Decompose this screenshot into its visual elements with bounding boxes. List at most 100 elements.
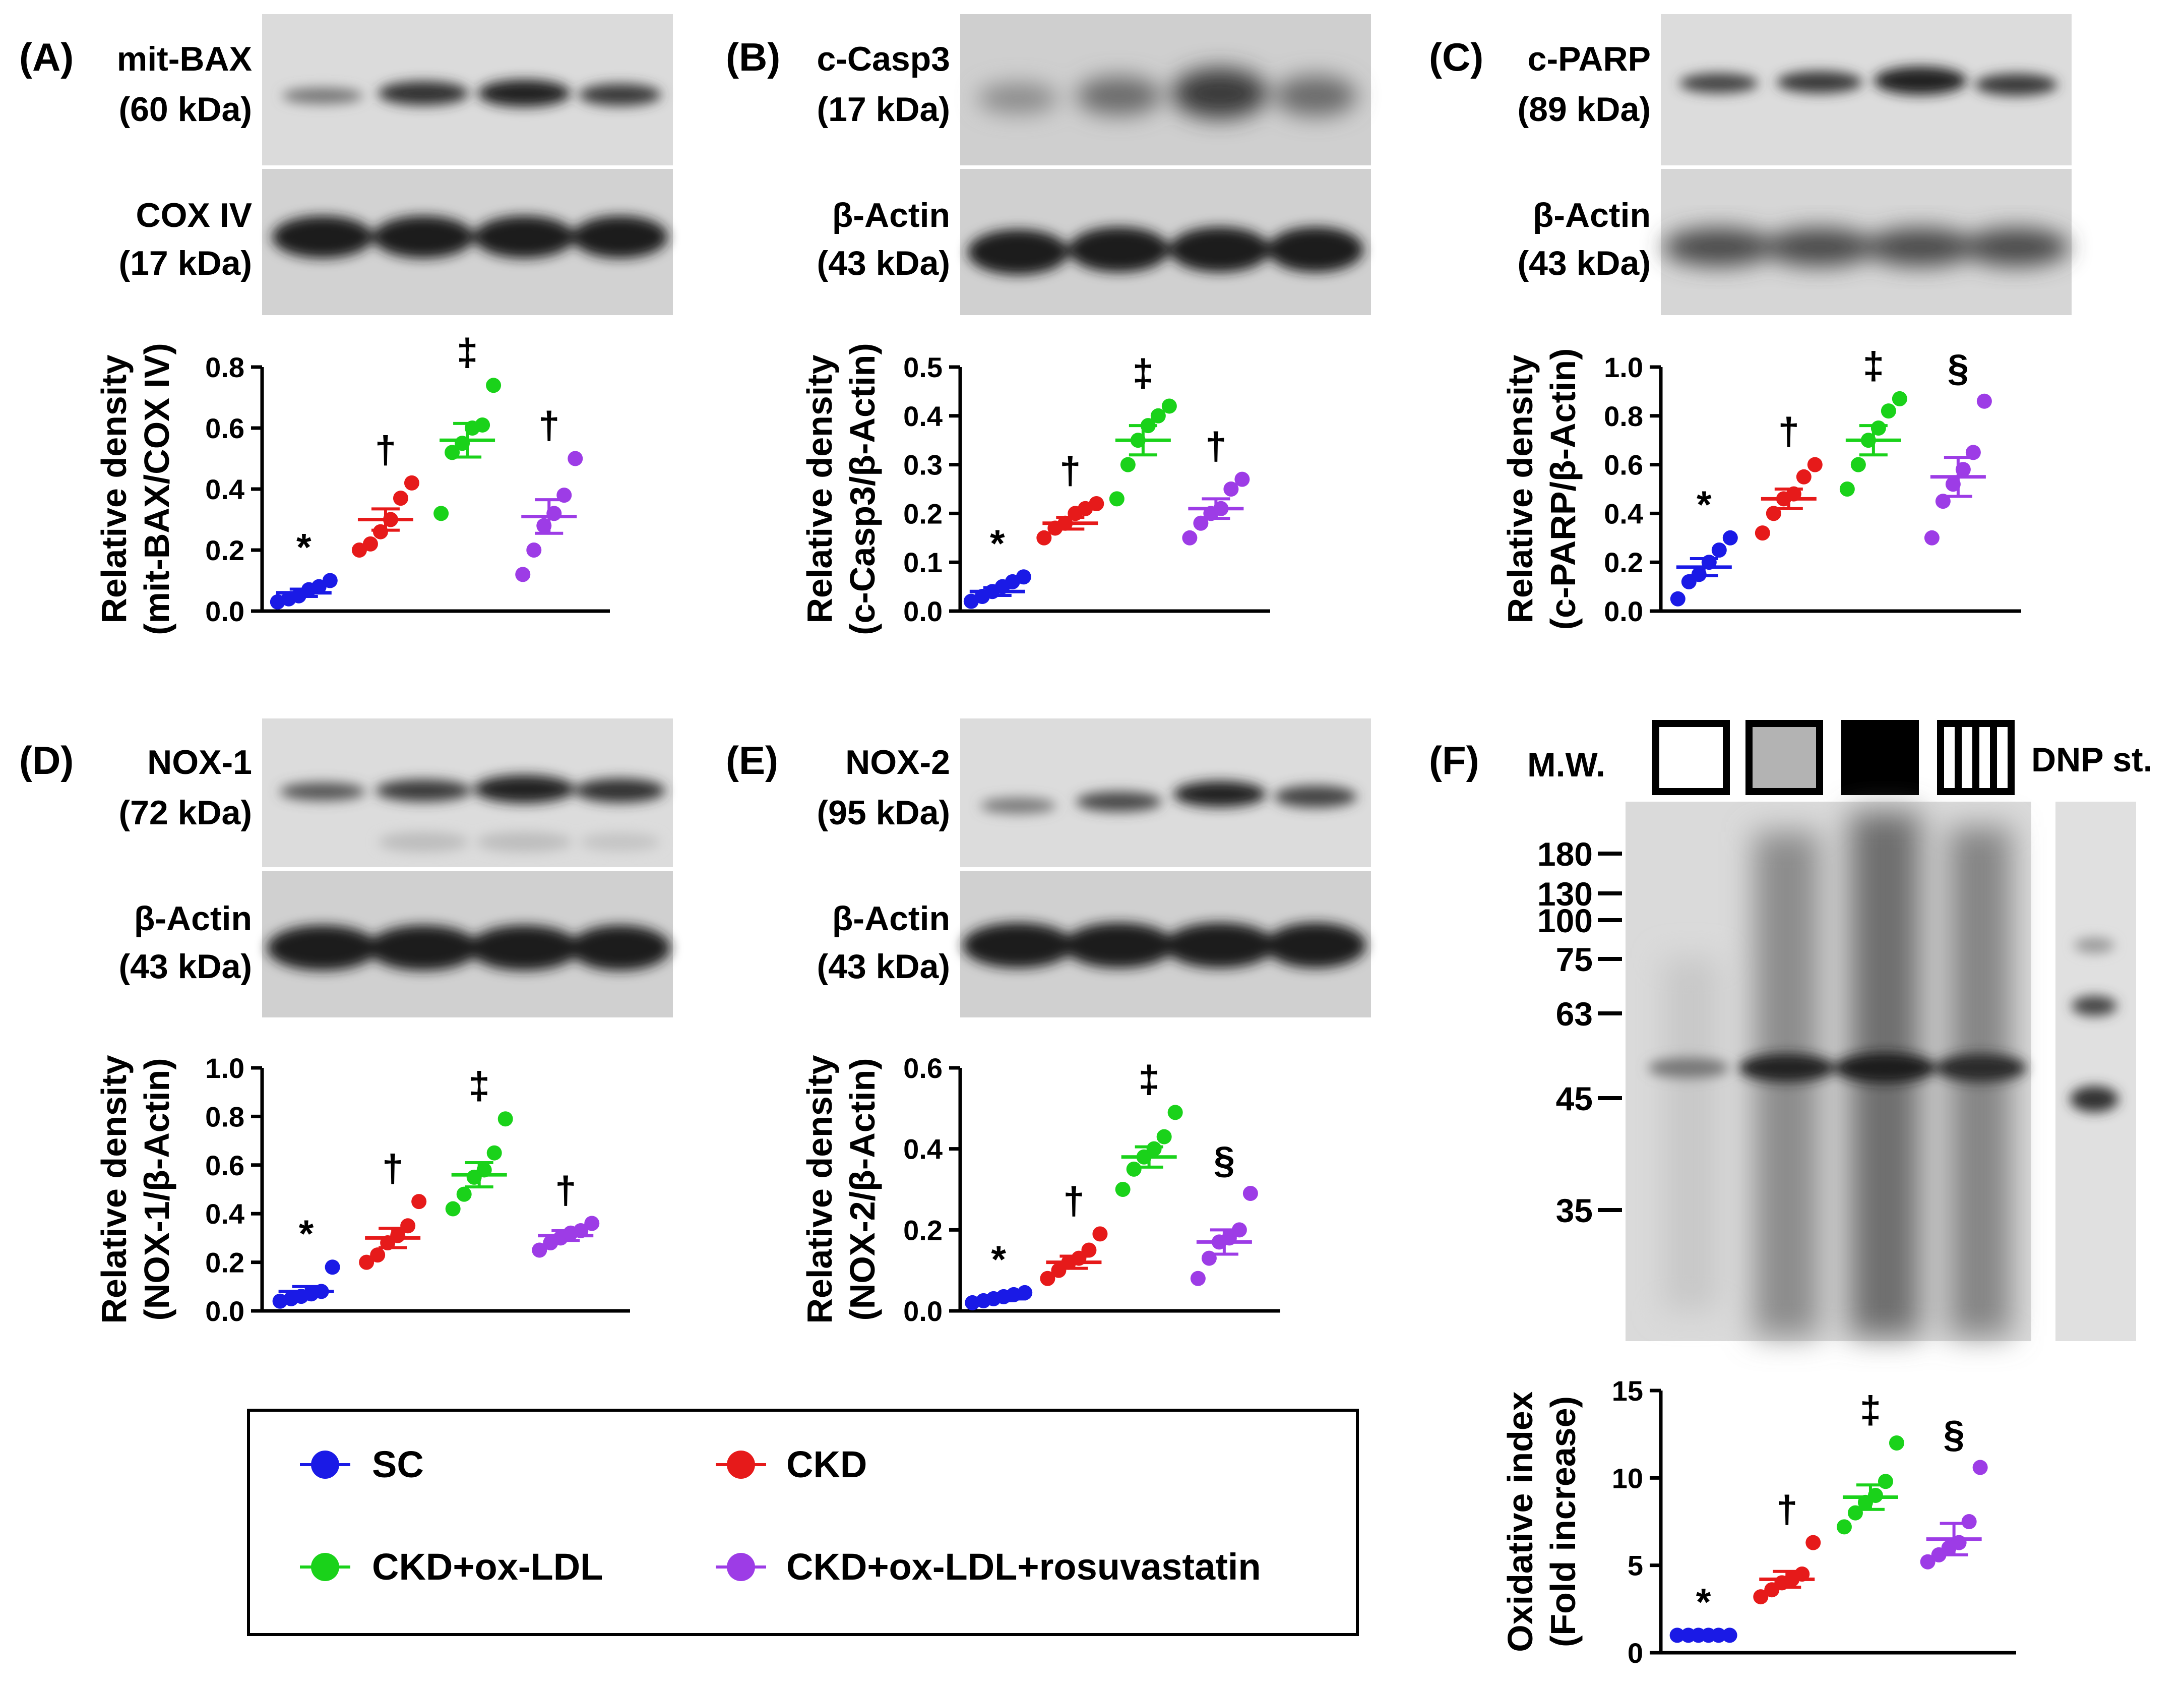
significance-mark: * [1697, 484, 1712, 526]
blot-top-label-line2: (72 kDa) [118, 794, 252, 832]
data-point [1755, 525, 1770, 541]
oxyblot-band [1936, 1054, 2026, 1082]
legend-label: CKD [786, 1443, 867, 1485]
data-point [476, 1162, 492, 1178]
data-point [1867, 1488, 1883, 1503]
blot-top-label-line1: c-PARP [1528, 40, 1651, 78]
y-tick-label: 0.4 [205, 1198, 244, 1230]
data-point [325, 1259, 340, 1275]
blot-bottom-label-line2: (43 kDa) [817, 947, 950, 986]
mw-marker: 75 [1556, 941, 1622, 978]
y-axis-label-line: Relative density [800, 1055, 839, 1323]
data-point [1156, 1129, 1172, 1144]
y-tick-label: 15 [1612, 1375, 1643, 1407]
data-point [1234, 471, 1250, 487]
y-tick-label: 0.2 [1604, 547, 1643, 578]
blot-band [1069, 227, 1169, 272]
series-ckd: † [1040, 1179, 1108, 1286]
blot-band [1963, 228, 2069, 266]
blot-band [1172, 68, 1268, 118]
legend-item-ckd: CKD [716, 1443, 867, 1485]
data-point [1965, 445, 1981, 460]
y-axis-label: Relative density (c-Casp3/β-Actin) [800, 343, 882, 635]
data-point [515, 567, 531, 582]
dnp-label: DNP st. [2031, 741, 2153, 779]
series-ckd: † [1036, 449, 1104, 546]
data-point [1201, 1250, 1217, 1266]
data-point [1081, 1242, 1097, 1258]
blot-band [575, 778, 665, 803]
blot-band [478, 80, 571, 107]
blot-band [1076, 77, 1162, 115]
blot-bottom-bands [1663, 228, 2069, 266]
mw-marker: 100 [1537, 902, 1622, 939]
significance-mark: ‡ [457, 331, 478, 374]
blot-bottom-label-line1: β-Actin [134, 899, 252, 938]
blot-band [272, 216, 373, 258]
legend-marker [727, 1553, 755, 1581]
y-axis-label: Relative density (c-PARP/β-Actin) [1501, 348, 1583, 630]
y-tick-label: 0 [1628, 1637, 1643, 1669]
data-point [1711, 1628, 1726, 1643]
blot-panel-e: (E) NOX-2 (95 kDa) β-Actin (43 kDa) [726, 718, 1371, 1017]
dot-plot-a: 0.0 0.2 0.4 0.6 0.8 Relative density (mit-BAX/… [94, 331, 610, 635]
oxyblot-band [2074, 938, 2114, 953]
panel-label: (F) [1429, 738, 1479, 782]
blot-band [580, 833, 660, 851]
panel-label: (C) [1429, 35, 1483, 79]
blot-band [368, 925, 479, 971]
data-point [1807, 457, 1823, 472]
significance-mark: * [299, 1213, 314, 1255]
data-point [1089, 496, 1104, 512]
panel-label: (D) [19, 738, 74, 782]
y-axis-label-line: Relative density [1501, 354, 1540, 623]
blot-band [1874, 67, 1967, 95]
y-tick-label: 1.0 [1604, 351, 1643, 383]
blot-band [474, 775, 575, 803]
data-point [1140, 418, 1156, 434]
blot-band [1064, 923, 1174, 968]
y-axis-label: Relative density (mit-BAX/COX IV) [94, 343, 176, 635]
series-ckd-ox-ldl-rosuvastatin: § [1924, 347, 1992, 546]
data-point [1120, 457, 1136, 472]
blot-bottom-label-line2: (43 kDa) [118, 947, 252, 986]
significance-mark: ‡ [1133, 351, 1154, 394]
data-point [1016, 569, 1031, 585]
blot-panel-b: (B) c-Casp3 (17 kDa) β-Actin (43 kDa) [726, 14, 1371, 315]
data-point [532, 1242, 547, 1258]
data-point [1092, 1226, 1108, 1242]
data-point [445, 445, 460, 460]
dot-plot-d: 0.0 0.2 0.4 0.6 0.8 1.0 Relative density (NOX-1… [94, 1052, 630, 1327]
data-point [1924, 530, 1940, 546]
mw-marker-label: 35 [1556, 1192, 1593, 1229]
data-point [351, 543, 367, 558]
data-point [1701, 555, 1717, 570]
data-point [433, 506, 449, 521]
oxyblot-standard-lane [2055, 802, 2136, 1341]
legend-marker [727, 1451, 755, 1479]
mw-marker-label: 63 [1556, 995, 1593, 1033]
y-axis-label: Relative density (NOX-1/β-Actin) [94, 1055, 176, 1323]
blot-band [963, 923, 1074, 968]
y-tick-label: 0.4 [903, 400, 943, 432]
lane-key-stripes [1955, 726, 1997, 789]
data-point [1136, 1149, 1152, 1165]
legend-item-sc: SC [300, 1443, 424, 1485]
blot-bottom-bands [267, 925, 670, 971]
significance-mark: ‡ [1139, 1058, 1160, 1101]
data-point [568, 451, 583, 466]
significance-mark: * [990, 522, 1005, 565]
y-tick-label: 0.5 [903, 351, 943, 383]
blot-bottom-label-line1: β-Actin [832, 196, 950, 234]
series-ckd-ox-ldl-rosuvastatin: † [1182, 425, 1250, 546]
mw-marker: 45 [1556, 1080, 1622, 1117]
blot-band [978, 83, 1058, 113]
oxyblot-smear [1754, 832, 1820, 1336]
dot-plot-e: 0.0 0.2 0.4 0.6 Relative density (NOX-2/β-Act… [800, 1052, 1280, 1327]
legend-item-ckd-ox-ldl-rosuvastatin: CKD+ox-LDL+rosuvastatin [716, 1546, 1261, 1588]
series-ckd: † [1753, 1488, 1821, 1605]
mw-marker: 130 [1537, 875, 1622, 913]
legend-item-ckd-ox-ldl: CKD+ox-LDL [300, 1546, 603, 1588]
blot-top-bands [1679, 67, 2057, 96]
